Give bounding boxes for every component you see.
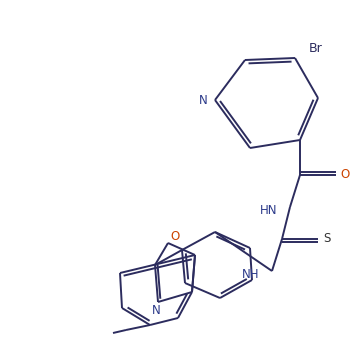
- Text: HN: HN: [260, 204, 277, 216]
- Text: O: O: [170, 229, 180, 242]
- Text: Br: Br: [309, 41, 323, 54]
- Text: N: N: [199, 94, 208, 106]
- Text: N: N: [152, 305, 160, 318]
- Text: NH: NH: [241, 268, 259, 281]
- Text: S: S: [323, 232, 331, 245]
- Text: O: O: [340, 168, 350, 182]
